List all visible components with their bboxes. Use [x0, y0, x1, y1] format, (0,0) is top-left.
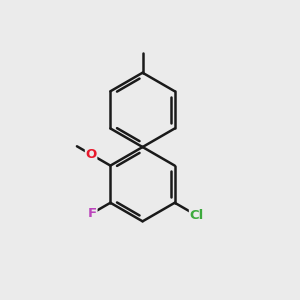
- Text: Cl: Cl: [190, 209, 204, 222]
- Text: F: F: [88, 207, 97, 220]
- Text: O: O: [85, 148, 97, 161]
